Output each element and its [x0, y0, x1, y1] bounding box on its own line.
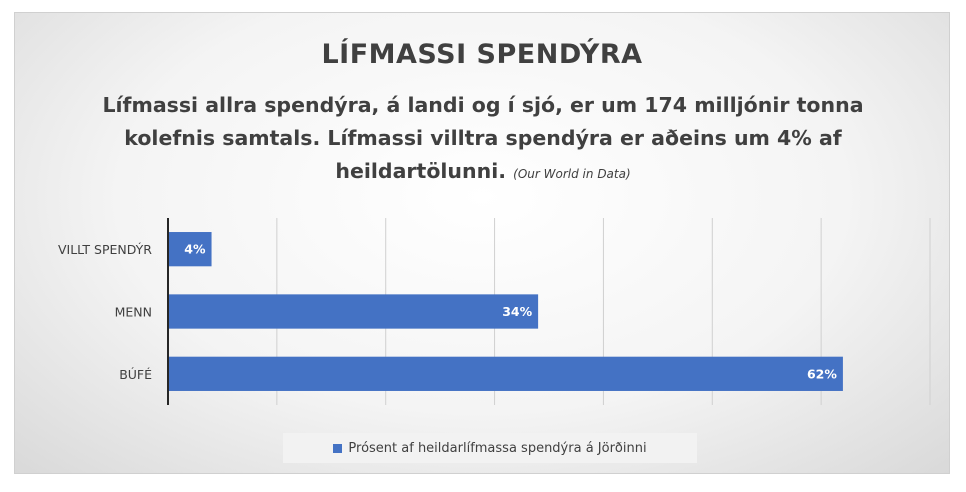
legend-label: Prósent af heildarlífmassa spendýra á Jö… [348, 440, 647, 456]
bar [168, 356, 843, 391]
category-axis: VILLT SPENDÝR MENN BÚFÉ [58, 218, 169, 405]
chart-title: LÍFMASSI SPENDÝRA [321, 39, 643, 70]
legend-swatch [333, 443, 343, 453]
category-label: MENN [115, 305, 152, 320]
chart-source: (Our World in Data) [513, 167, 631, 181]
bars: 4% 34% 62% [168, 232, 843, 391]
chart-subtitle-text: Lífmassi allra spendýra, á landi og í sj… [102, 93, 864, 183]
category-label: VILLT SPENDÝR [58, 242, 152, 257]
plot-area: 4% 34% 62% VILLT SPENDÝR MENN BÚFÉ [58, 218, 931, 405]
bar [168, 294, 539, 329]
bar [168, 232, 212, 267]
chart-card: LÍFMASSI SPENDÝRA Lífmassi allra spendýr… [14, 12, 950, 474]
bar-data-label: 62% [807, 366, 837, 381]
legend: Prósent af heildarlífmassa spendýra á Jö… [283, 433, 697, 463]
bar-data-label: 34% [502, 304, 532, 319]
category-label: BÚFÉ [119, 367, 152, 382]
chart-subtitle: Lífmassi allra spendýra, á landi og í sj… [75, 89, 891, 191]
bar-data-label: 4% [184, 242, 206, 257]
